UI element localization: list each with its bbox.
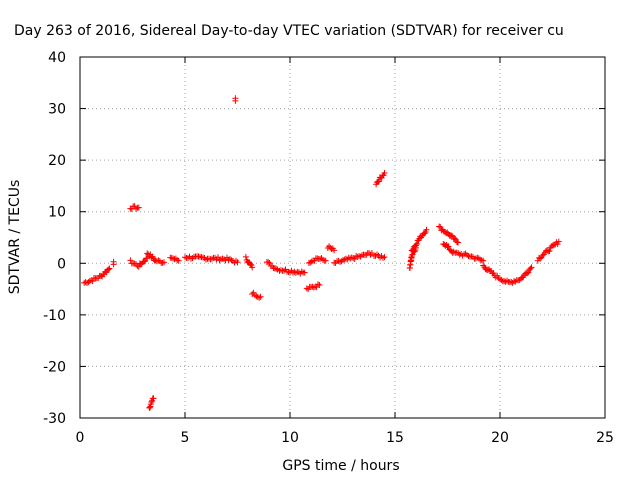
data-point-marker: [266, 259, 273, 266]
data-point-marker: [375, 178, 382, 185]
data-point-marker: [232, 95, 239, 102]
data-point-marker: [242, 253, 249, 260]
axis-ticks: 0 5 10 15 20 25 -30 -20 -10 0 10 20 30 40: [43, 50, 614, 446]
data-point-marker: [182, 254, 188, 261]
data-point-marker: [413, 242, 419, 249]
data-point-marker: [308, 258, 315, 265]
data-point-marker: [451, 235, 458, 242]
data-point-marker: [135, 204, 142, 211]
data-point-marker: [546, 247, 553, 254]
data-point-marker: [105, 266, 112, 273]
data-point-marker: [448, 232, 455, 239]
data-point-marker: [303, 285, 310, 292]
data-point-marker: [110, 258, 117, 265]
data-point-marker: [555, 238, 562, 245]
grid-lines: [80, 57, 605, 418]
data-point-marker: [524, 270, 531, 277]
data-point-marker: [265, 259, 272, 266]
data-point-marker: [252, 292, 258, 299]
data-point-marker: [317, 255, 324, 262]
y-tick-label: 0: [57, 256, 66, 272]
data-point-marker: [478, 257, 485, 264]
data-point-marker: [381, 170, 388, 177]
data-point-marker: [327, 244, 334, 251]
data-point-marker: [133, 205, 139, 212]
data-point-marker: [477, 256, 484, 263]
data-point-marker: [453, 238, 460, 245]
y-tick-label: 30: [48, 102, 66, 118]
x-tick-label: 5: [181, 430, 190, 446]
data-point-marker: [142, 258, 149, 265]
y-tick-label: -10: [43, 308, 66, 324]
data-point-marker: [413, 241, 420, 248]
data-point-marker: [249, 291, 256, 298]
data-point-marker: [528, 264, 535, 271]
x-tick-label: 10: [281, 430, 299, 446]
data-point-marker: [450, 248, 457, 255]
data-point-marker: [257, 293, 264, 300]
data-point-marker: [455, 239, 461, 246]
data-point-marker: [504, 277, 510, 284]
data-point-marker: [256, 294, 263, 301]
data-point-marker: [512, 278, 519, 285]
data-point-marker: [423, 226, 430, 233]
y-tick-label: -30: [43, 411, 66, 427]
data-point-marker: [456, 251, 463, 258]
data-point-marker: [234, 259, 241, 266]
data-point-marker: [273, 265, 280, 272]
y-tick-label: 10: [48, 205, 66, 221]
data-point-marker: [250, 289, 257, 296]
data-point-marker: [319, 256, 326, 263]
x-tick-label: 15: [386, 430, 404, 446]
data-point-marker: [159, 259, 166, 266]
data-point-marker: [146, 404, 153, 411]
data-point-marker: [161, 259, 167, 266]
data-point-marker: [331, 247, 338, 254]
data-point-marker: [175, 257, 182, 264]
data-point-marker: [525, 269, 532, 276]
data-point-marker: [301, 269, 308, 276]
y-tick-label: 40: [48, 50, 66, 66]
y-tick-label: -20: [43, 359, 66, 375]
data-point-marker: [221, 256, 227, 263]
y-tick-label: 20: [48, 153, 66, 169]
x-tick-label: 0: [76, 430, 85, 446]
data-point-marker: [445, 243, 452, 250]
data-point-marker: [328, 245, 335, 252]
data-point-marker: [150, 395, 157, 402]
data-point-marker: [316, 281, 323, 288]
data-point-marker: [539, 252, 546, 259]
data-point-marker: [209, 255, 215, 262]
data-point-marker: [292, 269, 299, 276]
data-point-marker: [527, 265, 534, 272]
data-point-marker: [339, 257, 346, 264]
plot-frame: [79, 56, 606, 419]
x-tick-label: 20: [491, 430, 509, 446]
data-point-marker: [281, 267, 287, 274]
data-point-marker: [106, 265, 113, 272]
data-point-marker: [381, 254, 388, 261]
data-point-marker: [148, 398, 155, 405]
data-points: [81, 95, 562, 411]
data-point-marker: [421, 230, 428, 237]
data-point-marker: [171, 256, 178, 263]
data-point-marker: [498, 276, 505, 283]
data-point-marker: [461, 251, 468, 258]
data-point-marker: [315, 281, 321, 288]
y-axis-label: SDTVAR / TECUs: [7, 180, 23, 295]
data-point-marker: [298, 268, 305, 275]
data-point-marker: [127, 257, 134, 264]
chart-title: Day 263 of 2016, Sidereal Day-to-day VTE…: [14, 23, 564, 39]
data-point-marker: [322, 257, 329, 264]
data-point-marker: [249, 264, 256, 271]
data-point-marker: [326, 243, 333, 250]
data-point-marker: [89, 278, 96, 285]
x-tick-label: 25: [596, 430, 614, 446]
x-axis-label: GPS time / hours: [282, 458, 399, 474]
data-point-marker: [278, 267, 284, 274]
